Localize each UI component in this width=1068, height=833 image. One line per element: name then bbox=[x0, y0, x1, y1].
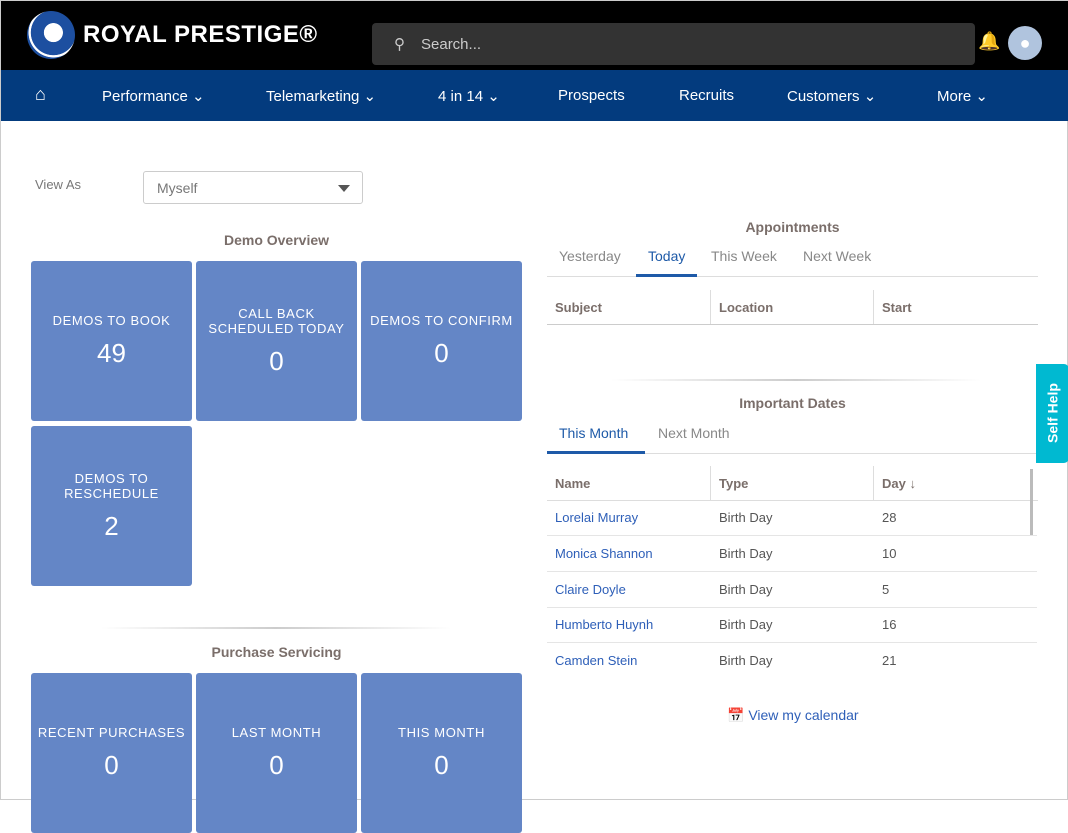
calendar-icon: 📅 bbox=[727, 707, 745, 723]
tile-demos-to-confirm[interactable]: DEMOS TO CONFIRM 0 bbox=[361, 261, 522, 421]
nav-bar: ⌂ Performance ⌄ Telemarketing ⌄ 4 in 14 … bbox=[1, 70, 1068, 121]
important-dates-tabs: This Month Next Month bbox=[547, 422, 1038, 454]
col-name[interactable]: Name bbox=[555, 476, 591, 491]
day-cell: 16 bbox=[882, 617, 897, 632]
tile-this-month[interactable]: THIS MONTH 0 bbox=[361, 673, 522, 833]
nav-telemarketing[interactable]: Telemarketing ⌄ bbox=[266, 88, 377, 105]
type-cell: Birth Day bbox=[719, 582, 773, 597]
important-dates-title: Important Dates bbox=[739, 395, 846, 411]
scrollbar[interactable] bbox=[1030, 469, 1033, 535]
tab-this-month[interactable]: This Month bbox=[547, 422, 645, 454]
nav-prospects[interactable]: Prospects bbox=[558, 87, 625, 104]
type-cell: Birth Day bbox=[719, 510, 773, 525]
nav-recruits[interactable]: Recruits bbox=[679, 87, 735, 104]
tab-yesterday[interactable]: Yesterday bbox=[559, 248, 621, 264]
name-link[interactable]: Claire Doyle bbox=[555, 582, 626, 597]
col-location[interactable]: Location bbox=[710, 290, 773, 324]
table-row: Lorelai Murray Birth Day 28 bbox=[547, 500, 1037, 536]
divider bbox=[101, 627, 451, 629]
col-start[interactable]: Start bbox=[873, 290, 912, 324]
appointments-tabs: Yesterday Today This Week Next Week bbox=[547, 245, 1038, 277]
nav-4in14[interactable]: 4 in 14 ⌄ bbox=[438, 88, 500, 105]
view-as-label: View As bbox=[35, 177, 82, 192]
tile-demos-to-book[interactable]: DEMOS TO BOOK 49 bbox=[31, 261, 192, 421]
col-subject[interactable]: Subject bbox=[555, 300, 602, 315]
type-cell: Birth Day bbox=[719, 546, 773, 561]
type-cell: Birth Day bbox=[719, 653, 773, 668]
calendar-link-text: View my calendar bbox=[748, 707, 859, 723]
col-day[interactable]: Day ↓ bbox=[873, 466, 916, 500]
day-cell: 21 bbox=[882, 653, 897, 668]
nav-customers[interactable]: Customers ⌄ bbox=[787, 88, 877, 105]
search-icon: ⚲ bbox=[394, 36, 405, 53]
brand-logo[interactable]: ROYAL PRESTIGE® bbox=[27, 11, 318, 59]
dates-table-header: Name Type Day ↓ bbox=[547, 466, 1038, 501]
nav-performance[interactable]: Performance ⌄ bbox=[102, 88, 205, 105]
name-link[interactable]: Humberto Huynh bbox=[555, 617, 654, 632]
lion-logo-icon bbox=[27, 11, 75, 59]
day-cell: 28 bbox=[882, 510, 897, 525]
tile-recent-purchases[interactable]: RECENT PURCHASES 0 bbox=[31, 673, 192, 833]
tab-today[interactable]: Today bbox=[636, 245, 698, 277]
name-link[interactable]: Camden Stein bbox=[555, 653, 638, 668]
tile-demos-to-reschedule[interactable]: DEMOS TO RESCHEDULE 2 bbox=[31, 426, 192, 586]
tab-next-week[interactable]: Next Week bbox=[803, 248, 872, 264]
appointments-table-header: Subject Location Start bbox=[547, 290, 1038, 325]
search-input[interactable]: ⚲ Search... bbox=[372, 23, 975, 65]
table-row: Humberto Huynh Birth Day 16 bbox=[547, 607, 1037, 643]
view-calendar-link[interactable]: 📅 View my calendar bbox=[727, 707, 859, 724]
name-link[interactable]: Lorelai Murray bbox=[555, 510, 639, 525]
home-icon[interactable]: ⌂ bbox=[35, 84, 46, 104]
nav-more[interactable]: More ⌄ bbox=[937, 88, 988, 105]
table-row: Claire Doyle Birth Day 5 bbox=[547, 572, 1037, 608]
top-bar: ROYAL PRESTIGE® ⚲ Search... 🔔 ● bbox=[1, 1, 1068, 70]
type-cell: Birth Day bbox=[719, 617, 773, 632]
appointments-title: Appointments bbox=[745, 219, 840, 235]
divider bbox=[611, 379, 981, 381]
purchase-servicing-title: Purchase Servicing bbox=[211, 644, 342, 660]
tile-last-month[interactable]: LAST MONTH 0 bbox=[196, 673, 357, 833]
view-as-select[interactable]: Myself bbox=[143, 171, 363, 204]
search-placeholder: Search... bbox=[421, 35, 482, 53]
tile-call-back[interactable]: CALL BACK SCHEDULED TODAY 0 bbox=[196, 261, 357, 421]
tab-next-month[interactable]: Next Month bbox=[658, 425, 730, 441]
table-row: Camden Stein Birth Day 21 bbox=[547, 643, 1037, 679]
table-row: Monica Shannon Birth Day 10 bbox=[547, 536, 1037, 572]
day-cell: 5 bbox=[882, 582, 890, 597]
self-help-button[interactable]: Self Help bbox=[1036, 364, 1068, 463]
day-cell: 10 bbox=[882, 546, 897, 561]
demo-overview-title: Demo Overview bbox=[223, 232, 330, 248]
brand-name: ROYAL PRESTIGE® bbox=[83, 21, 318, 48]
col-type[interactable]: Type bbox=[710, 466, 748, 500]
bell-icon[interactable]: 🔔 bbox=[978, 31, 1001, 51]
tab-this-week[interactable]: This Week bbox=[711, 248, 777, 264]
avatar[interactable]: ● bbox=[1008, 26, 1042, 60]
name-link[interactable]: Monica Shannon bbox=[555, 546, 653, 561]
